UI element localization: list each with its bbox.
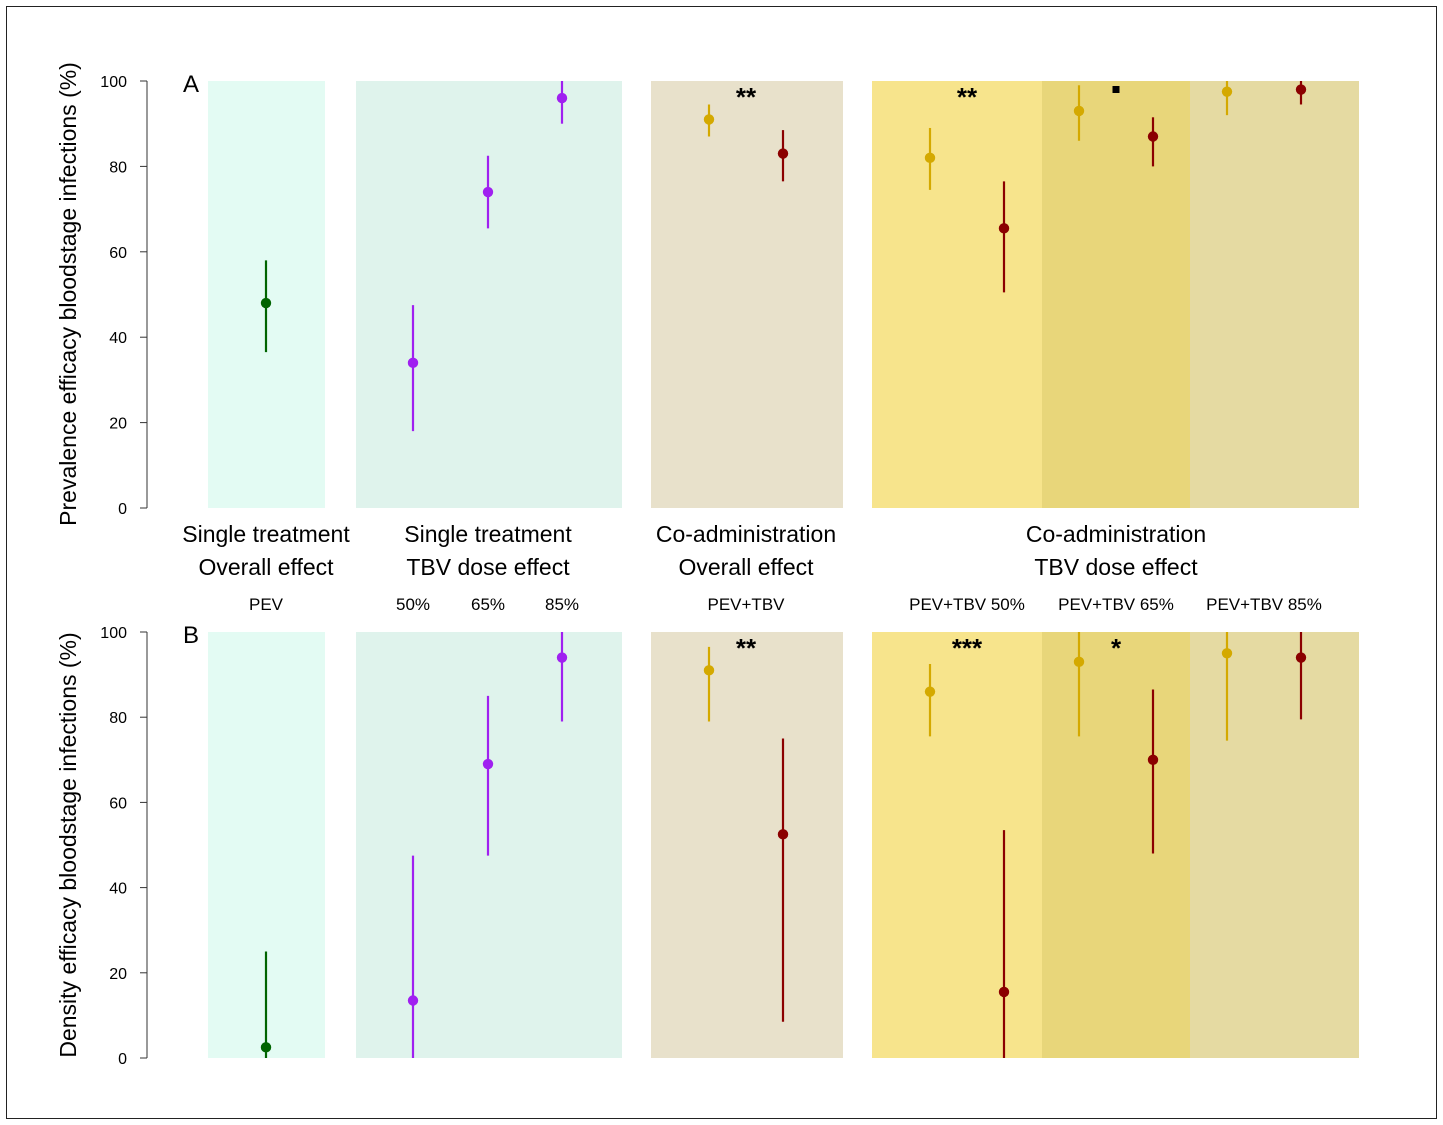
group-label-single-dose-line2: TBV dose effect: [406, 554, 570, 580]
band-single-dose-a: [356, 81, 622, 508]
significance-dot-a: [1112, 86, 1120, 93]
data-point-b: [482, 758, 494, 770]
significance-label-a: **: [736, 82, 757, 112]
y-axis-label-b: Density efficacy bloodstage infections (…: [55, 632, 81, 1057]
band-coadmin-overall-a: [651, 81, 843, 508]
data-point-a: [482, 186, 494, 198]
sublabel-85: 85%: [545, 595, 579, 614]
y-tick-label-a: 0: [118, 501, 127, 518]
data-point-a: [998, 223, 1010, 234]
figure-frame: [6, 6, 1437, 1119]
data-point-b: [924, 686, 936, 697]
group-label-coadmin-dose-line1: Co-administration: [1026, 521, 1206, 547]
group-label-single-overall-line1: Single treatment: [182, 521, 350, 547]
data-point-b: [777, 829, 789, 840]
data-point-a: [777, 148, 789, 159]
sublabel-pev-tbv: PEV+TBV: [707, 595, 785, 614]
data-point-a: [924, 152, 936, 164]
band-dose-50-a: [872, 81, 1042, 508]
data-point-a: [407, 357, 419, 369]
data-point-b: [1221, 648, 1233, 659]
group-label-single-overall-line2: Overall effect: [198, 554, 334, 580]
data-point-a: [1073, 105, 1085, 117]
data-point-b: [1295, 652, 1307, 663]
y-tick-label-b: 100: [100, 625, 127, 642]
group-label-coadmin-overall-line2: Overall effect: [678, 554, 814, 580]
y-tick-label-a: 20: [109, 416, 127, 433]
band-dose-50-b: [872, 632, 1042, 1058]
sublabel-pev-tbv-65: PEV+TBV 65%: [1058, 595, 1174, 614]
band-dose-65-a: [1042, 81, 1190, 508]
band-dose-85-a: [1190, 81, 1359, 508]
y-tick-label-b: 60: [109, 795, 127, 812]
significance-label-b: *: [1111, 633, 1122, 663]
y-tick-label-a: 80: [109, 159, 127, 176]
panel-label-b: B: [183, 622, 199, 649]
panel-label-a: A: [183, 71, 199, 98]
y-tick-label-b: 40: [109, 881, 127, 898]
data-point-a: [1147, 131, 1159, 142]
data-point-b: [1073, 656, 1085, 668]
data-point-a: [1295, 84, 1307, 95]
y-axis-label-a: Prevalence efficacy bloodstage infection…: [55, 62, 81, 526]
y-tick-label-a: 40: [109, 330, 127, 347]
data-point-b: [703, 665, 715, 676]
sublabel-pev: PEV: [249, 595, 284, 614]
data-point-b: [1147, 754, 1159, 765]
marks-layer: ** **** *** *: [260, 81, 1307, 1058]
data-point-b: [260, 1042, 272, 1053]
band-dose-65-b: [1042, 632, 1190, 1058]
group-label-coadmin-overall-line1: Co-administration: [656, 521, 836, 547]
data-point-b: [556, 652, 568, 663]
y-tick-label-b: 80: [109, 710, 127, 727]
significance-label-b: **: [736, 633, 757, 663]
data-point-a: [556, 92, 568, 104]
y-tick-label-a: 100: [100, 74, 127, 91]
significance-label-a: **: [957, 82, 978, 112]
data-point-a: [1221, 86, 1233, 97]
y-tick-label-b: 20: [109, 966, 127, 983]
text-layer: Single treatment Overall effect Single t…: [55, 62, 1322, 1057]
y-tick-label-a: 60: [109, 245, 127, 262]
data-point-a: [260, 297, 272, 309]
data-point-b: [998, 986, 1010, 998]
axes-layer: 0 20 40 60 80 100 0 20 40 60 80 100: [100, 74, 148, 1068]
band-coadmin-overall-b: [651, 632, 843, 1058]
y-tick-label-b: 0: [118, 1051, 127, 1068]
sublabel-pev-tbv-50: PEV+TBV 50%: [909, 595, 1025, 614]
band-dose-85-b: [1190, 632, 1359, 1058]
background-layer: [208, 81, 1359, 1058]
sublabel-50: 50%: [396, 595, 430, 614]
sublabel-pev-tbv-85: PEV+TBV 85%: [1206, 595, 1322, 614]
data-point-a: [703, 114, 715, 125]
group-label-coadmin-dose-line2: TBV dose effect: [1034, 554, 1198, 580]
significance-label-b: ***: [952, 633, 983, 663]
data-point-b: [407, 995, 419, 1006]
group-label-single-dose-line1: Single treatment: [404, 521, 572, 547]
sublabel-65: 65%: [471, 595, 505, 614]
